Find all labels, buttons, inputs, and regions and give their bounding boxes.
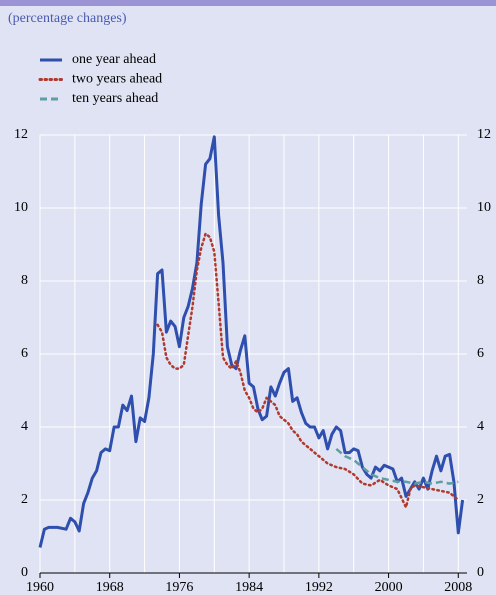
y-tick-label: 8 [21,273,28,288]
y2-tick-label: 6 [477,346,484,361]
y2-tick-label: 0 [477,565,484,580]
y-tick-label: 0 [21,565,28,580]
y2-tick-label: 12 [477,127,491,142]
x-tick-label: 1984 [235,580,263,595]
x-tick-label: 1976 [165,580,193,595]
y2-tick-label: 8 [477,273,484,288]
legend-label: one year ahead [72,52,156,67]
y-tick-label: 12 [14,127,28,142]
y-tick-label: 4 [21,419,28,434]
x-tick-label: 2000 [375,580,403,595]
y-tick-label: 10 [14,200,28,215]
series-line [335,447,459,485]
chart-subtitle: (percentage changes) [8,11,127,26]
x-tick-label: 2008 [444,580,472,595]
legend-label: ten years ahead [72,91,158,106]
y-tick-label: 6 [21,346,28,361]
top-bar [0,0,496,6]
legend-label: two years ahead [72,72,162,87]
x-tick-label: 1968 [96,580,124,595]
series-line [38,135,465,548]
x-tick-label: 1960 [26,580,54,595]
series-line [156,232,460,509]
y-tick-label: 2 [21,492,28,507]
y2-tick-label: 4 [477,419,484,434]
y2-tick-label: 10 [477,200,491,215]
y2-tick-label: 2 [477,492,484,507]
x-tick-label: 1992 [305,580,333,595]
